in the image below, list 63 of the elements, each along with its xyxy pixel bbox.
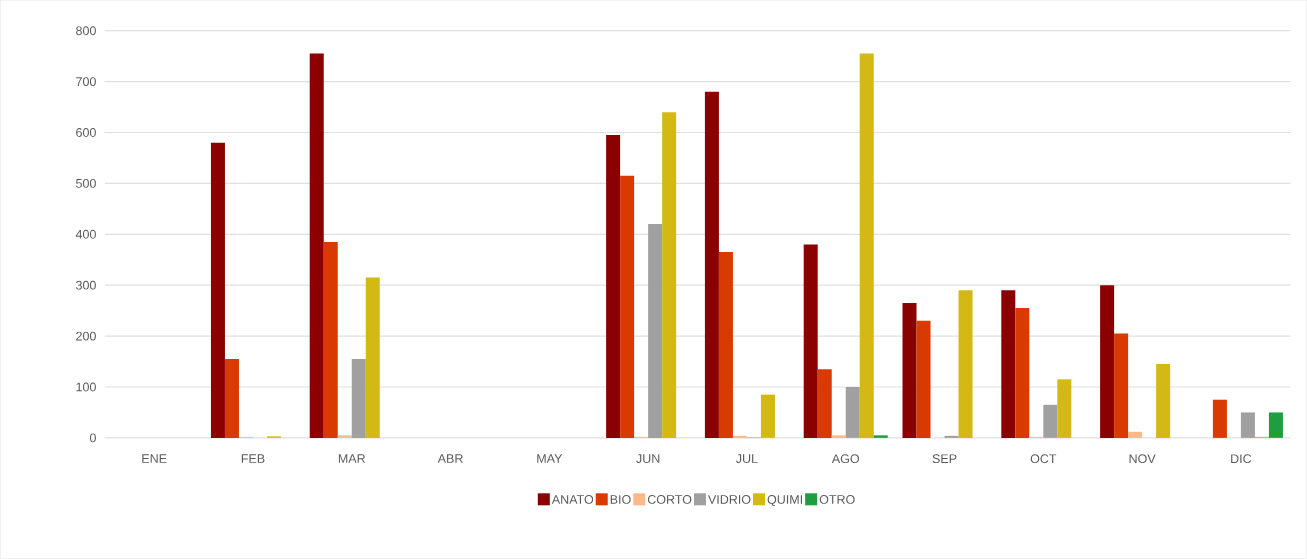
bar bbox=[1043, 404, 1058, 439]
bar bbox=[1268, 412, 1283, 439]
x-tick-label: SEP bbox=[932, 454, 957, 464]
legend-label: OTRO bbox=[819, 495, 855, 505]
x-tick-label: ENE bbox=[142, 454, 167, 464]
bar bbox=[1100, 285, 1115, 439]
bar bbox=[845, 387, 860, 439]
bar bbox=[831, 435, 846, 439]
bar bbox=[606, 135, 621, 439]
bar bbox=[760, 394, 775, 439]
bar bbox=[1128, 431, 1143, 439]
bar bbox=[718, 252, 733, 439]
bar bbox=[944, 436, 959, 439]
y-tick-label: 200 bbox=[76, 331, 96, 341]
bar bbox=[309, 53, 324, 439]
bar bbox=[1240, 412, 1255, 439]
bar bbox=[662, 112, 677, 439]
bar bbox=[365, 277, 380, 439]
bar bbox=[1001, 290, 1016, 439]
x-tick-label: DIC bbox=[1231, 454, 1252, 464]
y-tick-label: 800 bbox=[76, 26, 96, 36]
bar bbox=[1212, 399, 1227, 439]
y-tick-label: 0 bbox=[89, 433, 96, 443]
bar bbox=[1015, 308, 1030, 439]
x-tick-label: MAY bbox=[537, 454, 563, 464]
bar bbox=[351, 359, 366, 439]
bar bbox=[902, 303, 917, 439]
x-tick-label: FEB bbox=[241, 454, 265, 464]
bar bbox=[337, 435, 352, 439]
legend-label: QUIMI bbox=[767, 495, 802, 507]
bar bbox=[323, 242, 338, 439]
x-tick-label: ABR bbox=[437, 454, 463, 464]
legend-label: ANATO bbox=[551, 495, 594, 505]
bar bbox=[210, 142, 225, 439]
x-tick-label: MAR bbox=[338, 454, 366, 464]
bar bbox=[859, 53, 874, 439]
bar bbox=[620, 175, 635, 439]
legend-label: VIDRIO bbox=[708, 495, 751, 505]
bar bbox=[224, 359, 239, 439]
y-tick-label: 300 bbox=[76, 280, 96, 290]
x-tick-label: NOV bbox=[1129, 454, 1156, 464]
y-tick-label: 100 bbox=[76, 382, 96, 392]
bar bbox=[732, 436, 747, 439]
x-tick-label: AGO bbox=[831, 454, 860, 464]
y-tick-label: 400 bbox=[75, 230, 96, 239]
bar bbox=[648, 224, 663, 439]
bar bbox=[1114, 333, 1129, 439]
y-tick-label: 500 bbox=[76, 179, 96, 188]
bar bbox=[916, 320, 931, 439]
bar bbox=[958, 290, 973, 439]
bar bbox=[803, 244, 818, 439]
y-tick-label: 600 bbox=[76, 128, 96, 138]
bar bbox=[1156, 364, 1171, 439]
bar bbox=[704, 91, 719, 439]
bar bbox=[873, 435, 888, 439]
x-tick-label: OCT bbox=[1030, 454, 1057, 464]
bar bbox=[1057, 379, 1072, 439]
legend-label: BIO bbox=[610, 495, 631, 505]
legend-label: CORTO bbox=[647, 495, 692, 505]
y-tick-label: 700 bbox=[76, 77, 96, 87]
x-tick-label: JUN bbox=[636, 454, 660, 464]
x-tick-label: JUL bbox=[736, 454, 758, 464]
bar bbox=[817, 369, 832, 439]
